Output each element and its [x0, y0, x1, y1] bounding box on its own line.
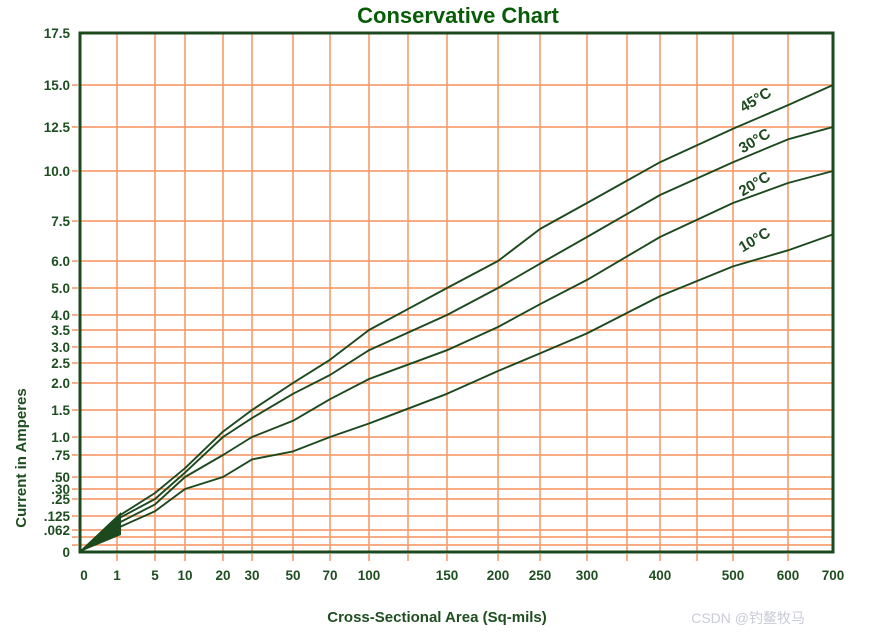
x-tick-label: 1 — [113, 568, 121, 583]
y-tick-label: .30 — [51, 482, 70, 497]
chart-title: Conservative Chart — [357, 3, 559, 28]
y-tick-label: .50 — [51, 470, 70, 485]
x-tick-label: 20 — [215, 568, 230, 583]
x-tick-label: 10 — [177, 568, 192, 583]
curve-label-10c: 10°C — [736, 224, 774, 256]
x-tick-label: 300 — [576, 568, 599, 583]
plot-border — [78, 31, 835, 554]
x-tick-label: 150 — [436, 568, 459, 583]
x-tick-label: 400 — [649, 568, 672, 583]
y-tick-label: .25 — [51, 492, 70, 507]
y-tick-label: 5.0 — [51, 281, 70, 296]
watermark-text: CSDN @钓鳌牧马 — [691, 610, 805, 626]
y-tick-label: 2.0 — [51, 376, 70, 391]
x-tick-label: 100 — [358, 568, 381, 583]
y-tick-label: 10.0 — [44, 164, 70, 179]
y-tick-label: 15.0 — [44, 78, 70, 93]
x-tick-label: 30 — [244, 568, 259, 583]
x-tick-label: 70 — [322, 568, 337, 583]
temperature-curves — [79, 84, 834, 553]
y-tick-label: 3.0 — [51, 340, 70, 355]
x-tick-label: 200 — [487, 568, 510, 583]
origin-wedge — [80, 512, 121, 552]
y-tick-label: .75 — [51, 448, 70, 463]
y-tick-label: 12.5 — [44, 120, 71, 135]
y-tick-label: 6.0 — [51, 254, 70, 269]
y-tick-label: .125 — [44, 509, 71, 524]
curve-45c — [79, 84, 834, 553]
y-tick-label: 7.5 — [51, 214, 70, 229]
curve-label-45c: 45°C — [737, 84, 775, 116]
x-tick-label: 700 — [822, 568, 845, 583]
y-tick-label: 4.0 — [51, 308, 70, 323]
x-tick-label: 600 — [777, 568, 800, 583]
y-tick-label: 0 — [62, 545, 70, 560]
y-tick-label: 1.5 — [51, 403, 70, 418]
y-axis-title: Current in Amperes — [13, 388, 30, 527]
y-tick-label: 17.5 — [44, 26, 71, 41]
x-tick-label: 250 — [529, 568, 552, 583]
curve-labels: 45°C30°C20°C10°C — [736, 84, 775, 256]
x-axis-title: Cross-Sectional Area (Sq-mils) — [327, 609, 547, 626]
y-tick-label: 3.5 — [51, 323, 70, 338]
x-tick-label: 50 — [285, 568, 300, 583]
x-tick-label: 500 — [722, 568, 745, 583]
y-tick-label: 1.0 — [51, 430, 70, 445]
curve-10c — [79, 233, 834, 553]
grid-lines — [80, 33, 833, 552]
curve-20c — [79, 170, 834, 553]
curve-30c — [79, 126, 834, 553]
axis-ticks — [72, 84, 789, 561]
x-tick-label: 0 — [80, 568, 88, 583]
tick-labels: 0 1 5 10 20 30 50 70 100 150 200 250 300 400 500 600 700… — [44, 26, 845, 583]
y-tick-label: 2.5 — [51, 356, 70, 371]
y-tick-label: .062 — [44, 523, 70, 538]
x-tick-label: 5 — [151, 568, 159, 583]
